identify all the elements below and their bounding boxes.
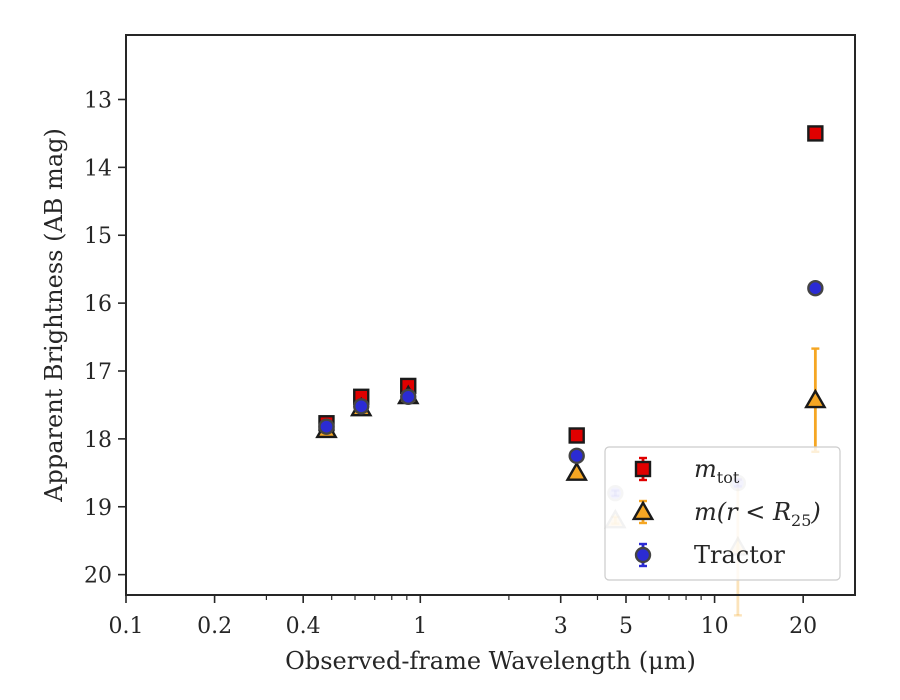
y-tick-label: 20	[84, 564, 112, 589]
legend-marker	[634, 460, 652, 478]
data-point	[807, 279, 824, 297]
legend-marker	[631, 500, 655, 521]
data-point	[568, 427, 585, 444]
data-point	[565, 461, 588, 481]
y-axis-label: Apparent Brightness (AB mag)	[40, 128, 68, 503]
x-tick-label: 0.2	[197, 614, 232, 639]
y-tick-label: 15	[84, 224, 112, 249]
x-tick-label: 10	[701, 614, 729, 639]
series-1	[318, 125, 824, 444]
x-tick-label: 0.4	[286, 614, 321, 639]
legend: mtot m(r < R25) Tractor	[604, 446, 841, 581]
y-tick-label: 16	[84, 292, 112, 317]
legend-label: mtot	[694, 455, 740, 487]
y-tick-label: 18	[84, 428, 112, 453]
legend-label: Tractor	[694, 541, 785, 569]
data-point	[804, 388, 827, 409]
x-axis-label: Observed-frame Wavelength (μm)	[285, 647, 696, 675]
y-tick-label: 19	[84, 496, 112, 521]
y-tick-label: 14	[84, 156, 112, 181]
plot-frame	[125, 34, 856, 596]
x-tick-label: 0.1	[109, 614, 144, 639]
y-tick-label: 17	[84, 360, 112, 385]
legend-marker	[634, 546, 652, 564]
data-point	[353, 398, 370, 415]
legend-label: m(r < R25)	[694, 498, 821, 530]
x-tick-label: 5	[619, 614, 633, 639]
x-tick-label: 20	[789, 614, 817, 639]
data-point	[318, 418, 335, 435]
data-point	[568, 447, 585, 465]
y-tick-label: 13	[84, 88, 112, 113]
x-tick-label: 1	[413, 614, 427, 639]
legend-box	[604, 446, 841, 581]
x-tick-label: 3	[554, 614, 568, 639]
data-point	[807, 125, 824, 142]
data-point	[400, 388, 417, 405]
